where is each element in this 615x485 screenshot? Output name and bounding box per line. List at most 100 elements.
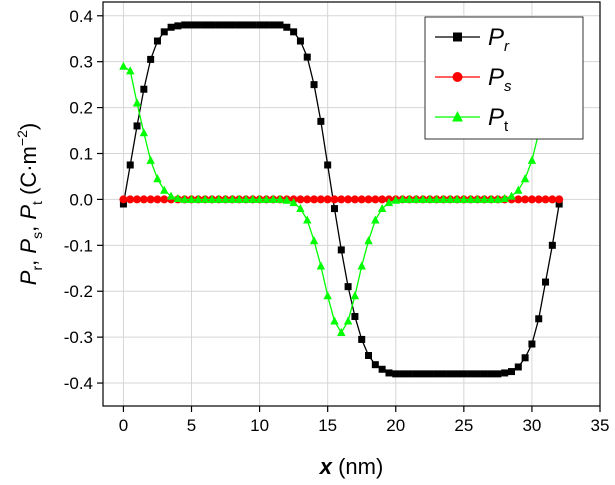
data-point-s [139, 195, 148, 204]
data-point-r [439, 370, 447, 378]
data-point-s [296, 195, 305, 204]
data-point-t [514, 185, 523, 194]
x-axis-title-var: x [319, 454, 333, 479]
data-point-t [241, 194, 251, 203]
data-point-r [290, 28, 298, 36]
data-point-t [187, 194, 196, 203]
y-tick-label: 0.2 [69, 99, 93, 118]
data-point-r [419, 370, 427, 378]
data-point-r [344, 283, 352, 291]
data-point-t [473, 194, 482, 203]
data-point-s [344, 195, 353, 204]
data-point-r [528, 340, 536, 348]
data-point-r [283, 23, 291, 31]
data-point-r [119, 200, 127, 208]
data-point-t [282, 195, 292, 204]
data-point-t [452, 194, 462, 203]
data-point-t [466, 194, 475, 203]
legend-label: Pr [488, 24, 510, 55]
y-tick-label: 0.0 [69, 190, 93, 209]
data-point-t [500, 193, 509, 202]
legend-label: Pt [488, 104, 509, 135]
legend-label: Ps [488, 64, 512, 95]
y-tick-label: -0.2 [64, 282, 93, 301]
data-point-t [330, 316, 339, 325]
y-title-s2: s [29, 232, 45, 239]
y-title-p2: P [16, 239, 41, 254]
data-point-r [126, 161, 134, 169]
x-tick-label: 25 [454, 416, 473, 435]
data-point-t [173, 193, 183, 202]
data-point-r [256, 21, 264, 29]
data-point-r [412, 370, 420, 378]
y-tick-label: -0.1 [64, 236, 93, 255]
data-point-t [527, 155, 537, 164]
data-point-t [262, 194, 271, 203]
data-point-s [541, 195, 550, 204]
data-point-r [535, 315, 543, 323]
data-point-t [364, 236, 373, 245]
x-tick-label: 10 [250, 416, 269, 435]
x-tick-label: 35 [591, 416, 610, 435]
data-point-t [493, 194, 503, 203]
data-point-s [316, 195, 325, 204]
data-point-r [181, 21, 189, 29]
data-point-t [234, 194, 244, 203]
y-title-close: ) [16, 123, 41, 130]
data-point-s [153, 195, 162, 204]
axis-ticks: 0 5 10 15 20 25 30 35 -0.4 -0.3 -0.2 -0.1 0.0 0.1 0.2 0… [64, 7, 610, 435]
data-point-t [153, 174, 162, 183]
data-point-r [242, 21, 250, 29]
data-point-r [228, 21, 236, 29]
series [119, 21, 564, 378]
data-point-r [385, 369, 393, 377]
data-point-s [534, 195, 543, 204]
data-point-r [453, 370, 461, 378]
series-r [119, 21, 563, 378]
data-point-r [473, 370, 481, 378]
data-point-r [480, 370, 488, 378]
data-point-s [371, 195, 380, 204]
data-point-r [276, 21, 284, 29]
data-point-t [194, 194, 203, 203]
y-title-c1: , [16, 254, 41, 266]
y-title-c2: , [16, 220, 41, 232]
data-point-t [269, 194, 278, 203]
data-point-s [555, 195, 564, 204]
data-point-t [316, 261, 326, 270]
data-point-r [262, 21, 270, 29]
data-point-t [357, 261, 366, 270]
data-point-r [235, 21, 243, 29]
data-point-t [146, 155, 155, 164]
data-point-r [296, 37, 304, 45]
data-point-t [480, 194, 489, 203]
legend-items: Pr Ps Pt [435, 24, 512, 135]
legend: Pr Ps Pt [424, 16, 584, 140]
data-point-r [494, 370, 502, 378]
legend-item-r: Pr [435, 24, 510, 55]
x-tick-label: 30 [522, 416, 541, 435]
data-point-r [208, 21, 216, 29]
data-point-t [405, 194, 414, 203]
x-tick-label: 5 [187, 416, 196, 435]
data-point-r [133, 122, 141, 130]
data-point-t [139, 128, 149, 137]
legend-marker [452, 72, 463, 82]
y-title-p3: P [16, 205, 41, 220]
data-point-s [303, 195, 312, 204]
y-title-s1: r [29, 266, 45, 271]
data-point-r [201, 21, 209, 29]
data-point-r [446, 370, 454, 378]
legend-item-t: Pt [435, 104, 509, 135]
data-point-t [337, 327, 346, 337]
x-axis-title: x (nm) [319, 454, 384, 479]
data-point-r [140, 85, 148, 93]
data-point-t [323, 291, 332, 300]
data-point-s [126, 195, 135, 204]
data-point-r [460, 370, 468, 378]
data-point-r [405, 370, 413, 378]
data-point-t [507, 191, 516, 200]
data-point-r [467, 370, 475, 378]
data-point-r [303, 53, 311, 61]
